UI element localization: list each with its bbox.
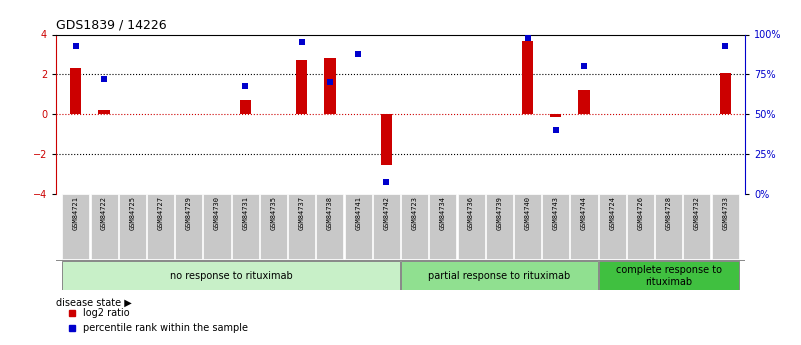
Text: GSM84730: GSM84730 [214, 196, 220, 230]
Bar [401, 262, 598, 290]
Bar [296, 60, 308, 115]
Text: GSM84744: GSM84744 [581, 196, 587, 230]
Text: GSM84729: GSM84729 [186, 196, 191, 230]
Legend: log2 ratio, percentile rank within the sample: log2 ratio, percentile rank within the s… [68, 308, 248, 333]
Bar [598, 194, 626, 259]
Text: GSM84721: GSM84721 [73, 196, 78, 230]
Bar [401, 194, 429, 259]
Bar [62, 194, 90, 259]
Text: GSM84722: GSM84722 [101, 196, 107, 230]
Bar [570, 194, 598, 259]
Text: complete response to
rituximab: complete response to rituximab [616, 265, 722, 287]
Bar [70, 68, 82, 115]
Bar [203, 194, 231, 259]
Bar [316, 194, 344, 259]
Bar [429, 194, 457, 259]
Text: GSM84739: GSM84739 [497, 196, 502, 230]
Text: GSM84738: GSM84738 [327, 196, 333, 230]
Bar [542, 194, 570, 259]
Bar [91, 194, 118, 259]
Bar [344, 194, 372, 259]
Bar [260, 194, 287, 259]
Text: GSM84726: GSM84726 [638, 196, 643, 230]
Text: GSM84737: GSM84737 [299, 196, 304, 230]
Bar [711, 194, 739, 259]
Bar [239, 100, 251, 115]
Bar [683, 194, 710, 259]
Bar [175, 194, 203, 259]
Bar [288, 194, 316, 259]
Text: GSM84743: GSM84743 [553, 196, 559, 230]
Bar [627, 194, 654, 259]
Bar [514, 194, 541, 259]
Text: disease state ▶: disease state ▶ [56, 297, 132, 307]
Text: GDS1839 / 14226: GDS1839 / 14226 [56, 19, 167, 32]
Bar [655, 194, 682, 259]
Text: GSM84740: GSM84740 [525, 196, 530, 230]
Bar [62, 262, 400, 290]
Text: GSM84735: GSM84735 [271, 196, 276, 230]
Bar [522, 41, 533, 115]
Bar [324, 58, 336, 115]
Bar [231, 194, 259, 259]
Text: partial response to rituximab: partial response to rituximab [429, 271, 570, 281]
Text: GSM84736: GSM84736 [468, 196, 474, 230]
Bar [380, 115, 392, 165]
Text: no response to rituximab: no response to rituximab [170, 271, 292, 281]
Text: GSM84728: GSM84728 [666, 196, 672, 230]
Bar [485, 194, 513, 259]
Text: GSM84742: GSM84742 [384, 196, 389, 230]
Text: GSM84741: GSM84741 [355, 196, 361, 230]
Text: GSM84731: GSM84731 [242, 196, 248, 230]
Bar [119, 194, 146, 259]
Text: GSM84723: GSM84723 [412, 196, 417, 230]
Bar [372, 194, 400, 259]
Text: GSM84734: GSM84734 [440, 196, 446, 230]
Bar [598, 262, 739, 290]
Text: GSM84725: GSM84725 [129, 196, 135, 230]
Bar [457, 194, 485, 259]
Bar [719, 73, 731, 115]
Bar [578, 90, 590, 115]
Text: GSM84733: GSM84733 [723, 196, 728, 230]
Bar [550, 115, 562, 117]
Bar [147, 194, 174, 259]
Text: GSM84727: GSM84727 [158, 196, 163, 230]
Text: GSM84724: GSM84724 [610, 196, 615, 230]
Bar [99, 110, 110, 115]
Text: GSM84732: GSM84732 [694, 196, 700, 230]
